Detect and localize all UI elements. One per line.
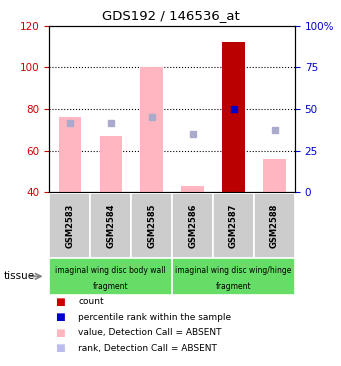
Bar — [49, 193, 90, 258]
Text: GSM2585: GSM2585 — [147, 203, 156, 248]
Text: GDS192 / 146536_at: GDS192 / 146536_at — [102, 9, 239, 22]
Text: GSM2583: GSM2583 — [65, 203, 74, 248]
Text: ■: ■ — [55, 312, 64, 322]
Text: fragment: fragment — [93, 282, 129, 291]
Text: ■: ■ — [55, 343, 64, 353]
Text: percentile rank within the sample: percentile rank within the sample — [78, 313, 232, 322]
Bar — [90, 193, 131, 258]
Bar — [263, 159, 286, 192]
Bar — [140, 67, 163, 192]
Text: imaginal wing disc body wall: imaginal wing disc body wall — [56, 266, 166, 275]
Bar — [254, 193, 295, 258]
Text: value, Detection Call = ABSENT: value, Detection Call = ABSENT — [78, 328, 222, 337]
Text: ■: ■ — [55, 328, 64, 338]
Bar — [172, 258, 295, 295]
Text: count: count — [78, 298, 104, 306]
Bar — [100, 136, 122, 192]
Bar — [59, 117, 81, 192]
Text: fragment: fragment — [216, 282, 251, 291]
Bar — [49, 258, 172, 295]
Text: ■: ■ — [55, 297, 64, 307]
Text: tissue: tissue — [3, 271, 34, 281]
Bar — [181, 186, 204, 192]
Text: rank, Detection Call = ABSENT: rank, Detection Call = ABSENT — [78, 344, 217, 352]
Bar — [222, 42, 245, 192]
Text: GSM2587: GSM2587 — [229, 203, 238, 248]
Text: GSM2588: GSM2588 — [270, 203, 279, 248]
Bar — [172, 193, 213, 258]
Text: GSM2584: GSM2584 — [106, 203, 115, 248]
Bar — [131, 193, 172, 258]
Text: imaginal wing disc wing/hinge: imaginal wing disc wing/hinge — [175, 266, 292, 275]
Bar — [213, 193, 254, 258]
Text: GSM2586: GSM2586 — [188, 203, 197, 248]
